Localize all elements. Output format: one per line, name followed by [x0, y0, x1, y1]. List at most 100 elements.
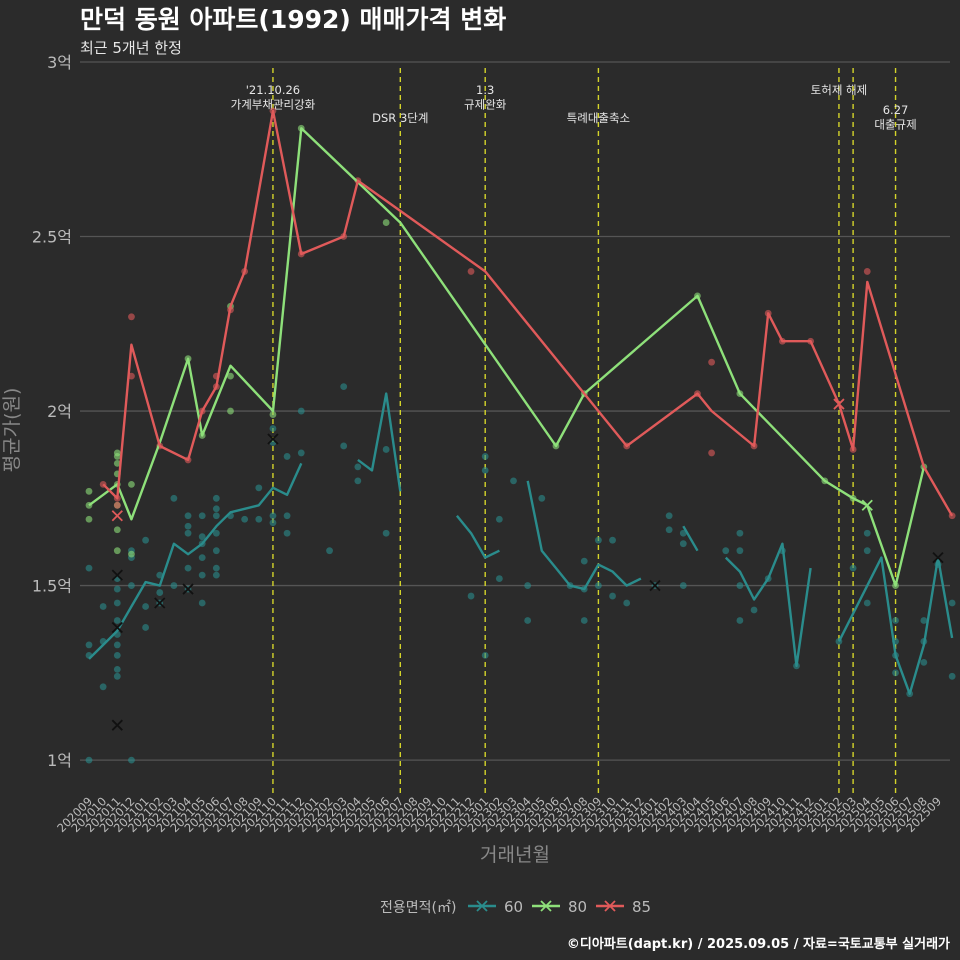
data-point-60: [241, 515, 249, 523]
data-point-60: [736, 617, 744, 624]
event-label: DSR 3단계: [372, 111, 428, 125]
legend-swatch-mark-80: [540, 900, 552, 912]
data-point-60: [113, 651, 121, 659]
data-point-60: [481, 453, 489, 460]
data-point-60: [340, 383, 348, 391]
data-point-60: [212, 564, 220, 572]
event-label: 대출규제: [874, 118, 916, 132]
data-point-60: [269, 519, 277, 527]
grid-layer: [80, 61, 950, 761]
data-point-60: [297, 449, 305, 457]
data-point-60: [184, 512, 192, 520]
cancelled-marker-85: [111, 510, 123, 522]
event-label: 규제완화: [464, 98, 507, 112]
axes: 1억1.5억2억2.5억3억20200920201020201120201220…: [32, 53, 944, 835]
data-point-60: [198, 533, 206, 541]
data-point-60: [920, 658, 928, 666]
data-point-80: [128, 480, 135, 488]
legend-swatch-mark-60: [476, 900, 488, 912]
data-point-80: [113, 449, 121, 457]
data-point-60: [863, 529, 871, 537]
data-point-85: [708, 449, 715, 457]
data-point-60: [481, 466, 489, 474]
event-label: 토허제 해제: [811, 83, 868, 97]
data-point-60: [510, 477, 517, 485]
cancelled-marker-60: [111, 621, 123, 634]
data-point-60: [113, 665, 121, 673]
data-point-60: [99, 683, 107, 691]
series-line-60: [682, 525, 699, 552]
data-point-60: [736, 547, 744, 555]
data-point-60: [495, 515, 503, 523]
data-point-60: [580, 617, 588, 624]
data-point-60: [736, 582, 744, 589]
series-line-60: [455, 515, 500, 559]
data-point-85: [863, 268, 871, 275]
data-point-80: [85, 515, 93, 523]
cancelled-markers: [111, 398, 944, 731]
data-point-60: [948, 599, 956, 607]
data-point-60: [665, 512, 673, 520]
cancelled-marker-60: [111, 569, 123, 581]
data-point-80: [113, 547, 121, 555]
data-point-60: [198, 512, 206, 520]
data-point-60: [142, 624, 150, 631]
data-point-80: [128, 550, 135, 558]
footer-credit: ©디아파트(dapt.kr) / 2025.09.05 / 자료=국토교통부 실…: [567, 936, 950, 952]
legend: 전용면적(㎡) 60 80 85: [380, 898, 651, 916]
data-point-60: [212, 547, 220, 555]
data-point-60: [679, 582, 687, 589]
data-point-60: [184, 564, 192, 572]
series-line-60: [357, 392, 402, 492]
series-line-85: [102, 109, 954, 517]
event-label: 가계부채관리강화: [231, 98, 316, 112]
data-point-60: [269, 425, 277, 432]
data-point-60: [85, 564, 93, 572]
data-point-60: [283, 512, 291, 520]
data-point-60: [156, 589, 164, 596]
data-point-60: [524, 617, 532, 624]
data-point-60: [595, 536, 602, 544]
data-point-60: [283, 453, 291, 460]
data-point-60: [382, 446, 390, 453]
cancelled-marker-80: [861, 499, 873, 511]
data-point-80: [85, 487, 93, 495]
cancelled-marker-60: [111, 719, 123, 731]
data-point-60: [142, 536, 150, 544]
data-point-60: [113, 599, 121, 607]
event-label: '21.10.26: [246, 83, 300, 97]
data-point-85: [708, 358, 715, 366]
cancelled-marker-60: [932, 552, 944, 564]
data-point-60: [128, 756, 135, 764]
event-label: 1.3: [476, 83, 494, 97]
x-axis-title: 거래년월: [480, 844, 550, 866]
data-point-60: [198, 571, 206, 579]
y-axis-title: 평균가(원): [1, 388, 23, 473]
data-point-60: [354, 463, 362, 471]
data-point-60: [892, 669, 899, 677]
y-tick-label: 2.5억: [32, 228, 72, 247]
legend-label-85: 85: [632, 898, 651, 916]
chart-subtitle: 최근 5개년 한정: [80, 39, 182, 57]
data-point-60: [538, 494, 546, 502]
data-point-60: [340, 442, 348, 450]
data-point-60: [609, 592, 616, 600]
data-point-60: [85, 756, 93, 764]
chart-title: 만덕 동원 아파트(1992) 매매가격 변화: [80, 5, 506, 34]
data-point-60: [212, 494, 220, 502]
data-point-80: [227, 372, 234, 380]
event-label: 6.27: [883, 103, 909, 117]
data-point-60: [99, 603, 107, 610]
legend-title: 전용면적(㎡): [380, 900, 456, 916]
data-point-60: [863, 599, 871, 607]
data-point-60: [679, 540, 687, 548]
data-point-60: [920, 617, 928, 624]
series-line-60: [837, 556, 954, 695]
data-point-60: [113, 641, 121, 649]
legend-swatch-mark-85: [604, 900, 616, 912]
data-point-80: [269, 411, 277, 418]
event-label: 특례대출축소: [567, 111, 630, 125]
